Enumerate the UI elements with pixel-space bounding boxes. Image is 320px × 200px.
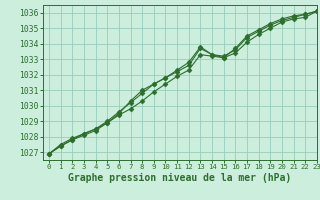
X-axis label: Graphe pression niveau de la mer (hPa): Graphe pression niveau de la mer (hPa) (68, 173, 292, 183)
